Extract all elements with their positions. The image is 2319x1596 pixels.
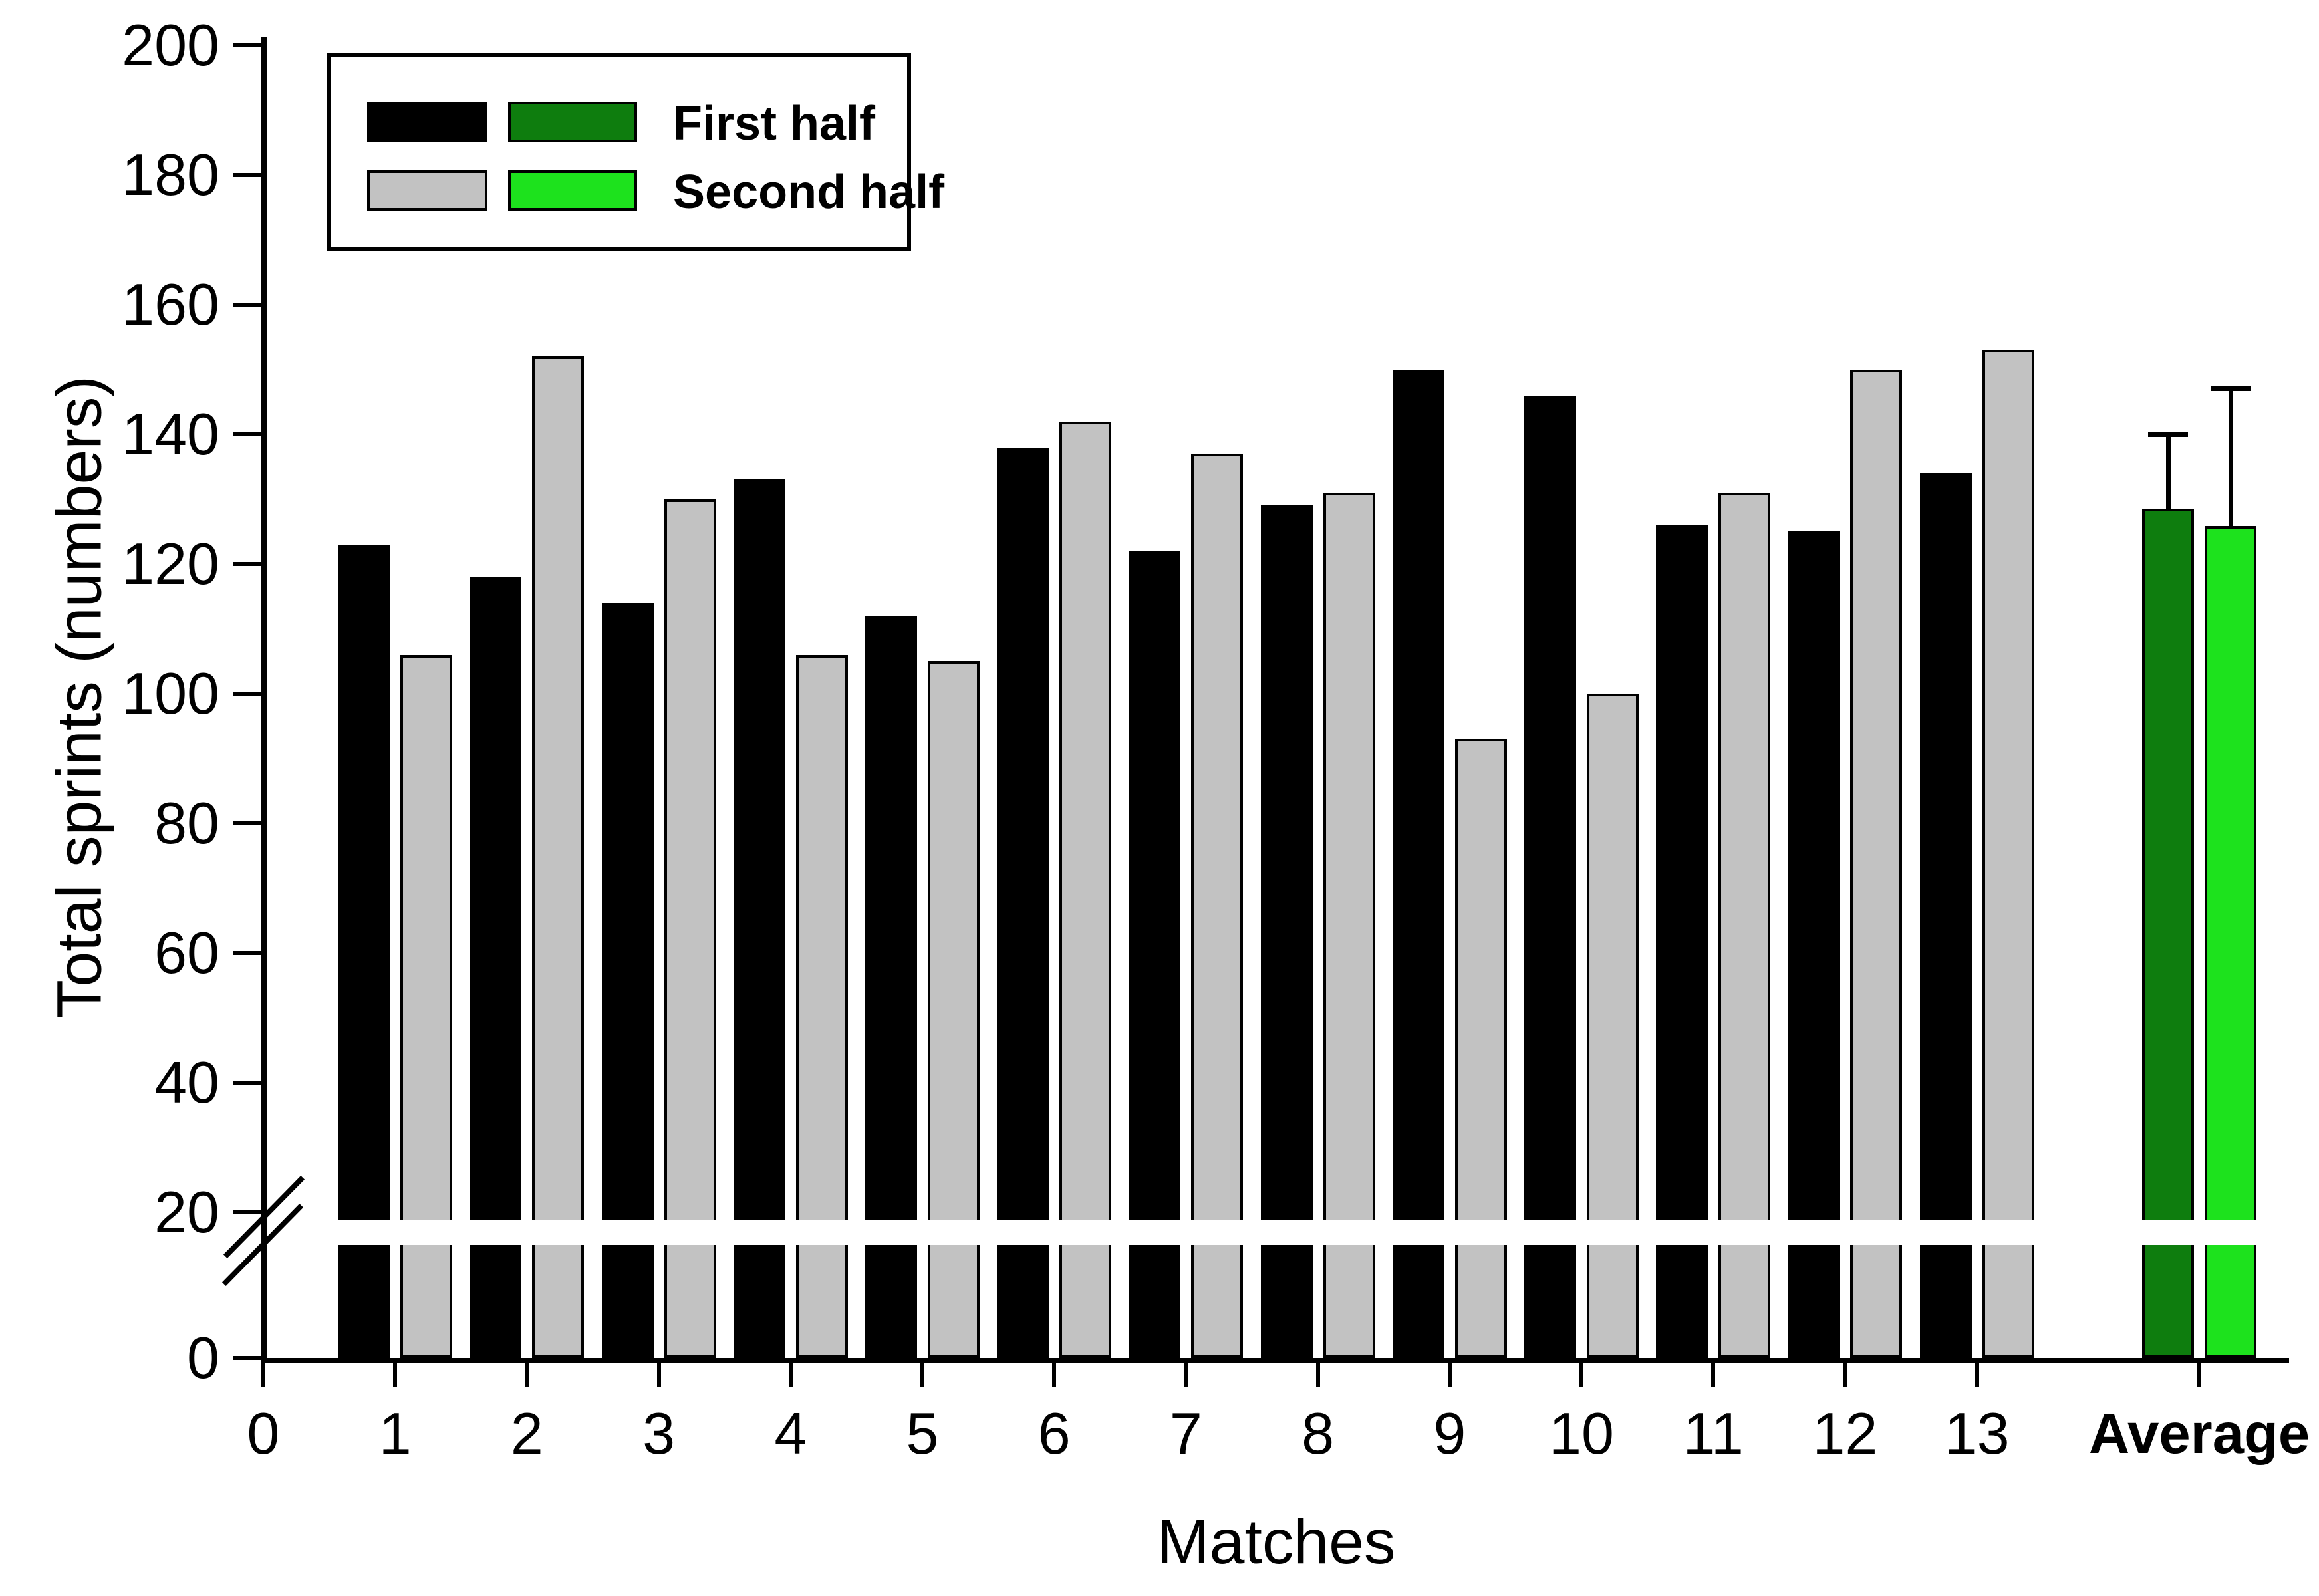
legend-box: First half Second half bbox=[327, 53, 944, 251]
legend-swatch-second-half-matches bbox=[367, 170, 487, 211]
x-tick-label-12: 12 bbox=[1812, 1400, 1878, 1466]
y-tick-80 bbox=[233, 821, 263, 825]
bar-match-8-first-half bbox=[1260, 505, 1313, 1358]
x-tick-0 bbox=[261, 1358, 265, 1387]
y-tick-label-0: 0 bbox=[187, 1325, 219, 1391]
legend-swatch-first-half-matches bbox=[367, 102, 487, 142]
x-tick-11 bbox=[1711, 1358, 1716, 1387]
bar-match-4-second-half bbox=[795, 654, 848, 1358]
x-tick-7 bbox=[1184, 1358, 1188, 1387]
x-tick-label-5: 5 bbox=[906, 1400, 939, 1466]
x-tick-label-7: 7 bbox=[1169, 1400, 1202, 1466]
y-tick-0 bbox=[233, 1356, 263, 1360]
bar-average-first-half bbox=[2142, 509, 2194, 1358]
axis-break-band bbox=[268, 1220, 2290, 1245]
y-tick-label-200: 200 bbox=[122, 12, 219, 78]
bar-match-8-second-half bbox=[1323, 492, 1375, 1358]
x-tick-label-average: Average bbox=[2088, 1402, 2310, 1466]
bar-average-second-half-error-line bbox=[2228, 388, 2233, 527]
bar-match-11-first-half bbox=[1656, 525, 1708, 1358]
y-tick-100 bbox=[233, 692, 263, 696]
x-tick-10 bbox=[1579, 1358, 1583, 1387]
bar-match-13-first-half bbox=[1919, 473, 1972, 1358]
bar-match-11-second-half bbox=[1718, 492, 1771, 1358]
bar-match-5-first-half bbox=[865, 616, 917, 1358]
x-tick-label-8: 8 bbox=[1301, 1400, 1335, 1466]
bar-match-1-second-half bbox=[400, 654, 453, 1358]
y-axis-line bbox=[261, 37, 267, 1363]
bar-match-4-first-half bbox=[733, 479, 785, 1358]
y-tick-label-120: 120 bbox=[122, 531, 219, 597]
bar-match-5-second-half bbox=[928, 661, 980, 1358]
x-axis-title: Matches bbox=[1157, 1507, 1396, 1577]
y-tick-160 bbox=[233, 303, 263, 307]
bar-match-9-first-half bbox=[1392, 369, 1444, 1358]
y-tick-label-20: 20 bbox=[154, 1179, 219, 1245]
x-axis-line bbox=[261, 1358, 2289, 1363]
y-tick-120 bbox=[233, 562, 263, 566]
bar-match-7-second-half bbox=[1191, 454, 1244, 1358]
x-tick-6 bbox=[1052, 1358, 1057, 1387]
bar-match-9-second-half bbox=[1454, 739, 1507, 1358]
x-tick-label-10: 10 bbox=[1549, 1400, 1614, 1466]
y-tick-label-180: 180 bbox=[122, 142, 219, 207]
bar-match-10-first-half bbox=[1524, 395, 1576, 1358]
y-tick-40 bbox=[233, 1081, 263, 1085]
x-tick-label-9: 9 bbox=[1433, 1400, 1466, 1466]
x-tick-1 bbox=[393, 1358, 398, 1387]
bar-match-10-second-half bbox=[1587, 694, 1639, 1358]
x-tick-label-4: 4 bbox=[774, 1400, 807, 1466]
x-tick-label-1: 1 bbox=[378, 1400, 412, 1466]
x-tick-label-2: 2 bbox=[510, 1400, 543, 1466]
x-tick-label-0: 0 bbox=[247, 1400, 280, 1466]
bar-match-3-second-half bbox=[664, 499, 716, 1358]
x-tick-12 bbox=[1843, 1358, 1847, 1387]
x-tick-label-13: 13 bbox=[1944, 1400, 2010, 1466]
legend-label-second-half: Second half bbox=[673, 166, 945, 219]
legend-label-first-half: First half bbox=[673, 97, 876, 150]
x-tick-13 bbox=[1975, 1358, 1979, 1387]
y-tick-label-100: 100 bbox=[122, 660, 219, 726]
x-tick-5 bbox=[920, 1358, 924, 1387]
bar-match-6-second-half bbox=[1059, 421, 1112, 1358]
x-tick-3 bbox=[656, 1358, 661, 1387]
y-tick-140 bbox=[233, 432, 263, 436]
y-tick-label-80: 80 bbox=[154, 790, 219, 856]
y-tick-180 bbox=[233, 173, 263, 177]
y-tick-label-160: 160 bbox=[122, 271, 219, 337]
bar-match-2-second-half bbox=[532, 356, 585, 1358]
x-tick-average bbox=[2197, 1358, 2201, 1387]
bar-average-second-half-error-cap bbox=[2211, 386, 2251, 392]
y-tick-label-60: 60 bbox=[154, 920, 219, 986]
y-tick-label-40: 40 bbox=[154, 1049, 219, 1115]
legend-swatch-second-half-average bbox=[508, 170, 637, 211]
y-tick-20 bbox=[233, 1210, 263, 1214]
bar-match-13-second-half bbox=[1982, 350, 2034, 1358]
y-tick-label-140: 140 bbox=[122, 401, 219, 467]
y-tick-200 bbox=[233, 43, 263, 47]
x-tick-label-11: 11 bbox=[1683, 1400, 1744, 1466]
bar-average-second-half bbox=[2205, 526, 2256, 1358]
x-tick-8 bbox=[1315, 1358, 1320, 1387]
y-tick-60 bbox=[233, 951, 263, 955]
x-tick-4 bbox=[788, 1358, 793, 1387]
legend-swatch-first-half-average bbox=[508, 102, 637, 142]
x-tick-9 bbox=[1447, 1358, 1452, 1387]
x-tick-label-3: 3 bbox=[642, 1400, 676, 1466]
bar-average-first-half-error-line bbox=[2165, 434, 2171, 509]
x-tick-label-6: 6 bbox=[1037, 1400, 1071, 1466]
x-tick-2 bbox=[525, 1358, 529, 1387]
bar-match-12-second-half bbox=[1850, 369, 1903, 1358]
bar-match-6-first-half bbox=[997, 447, 1049, 1358]
bar-average-first-half-error-cap bbox=[2148, 432, 2188, 437]
